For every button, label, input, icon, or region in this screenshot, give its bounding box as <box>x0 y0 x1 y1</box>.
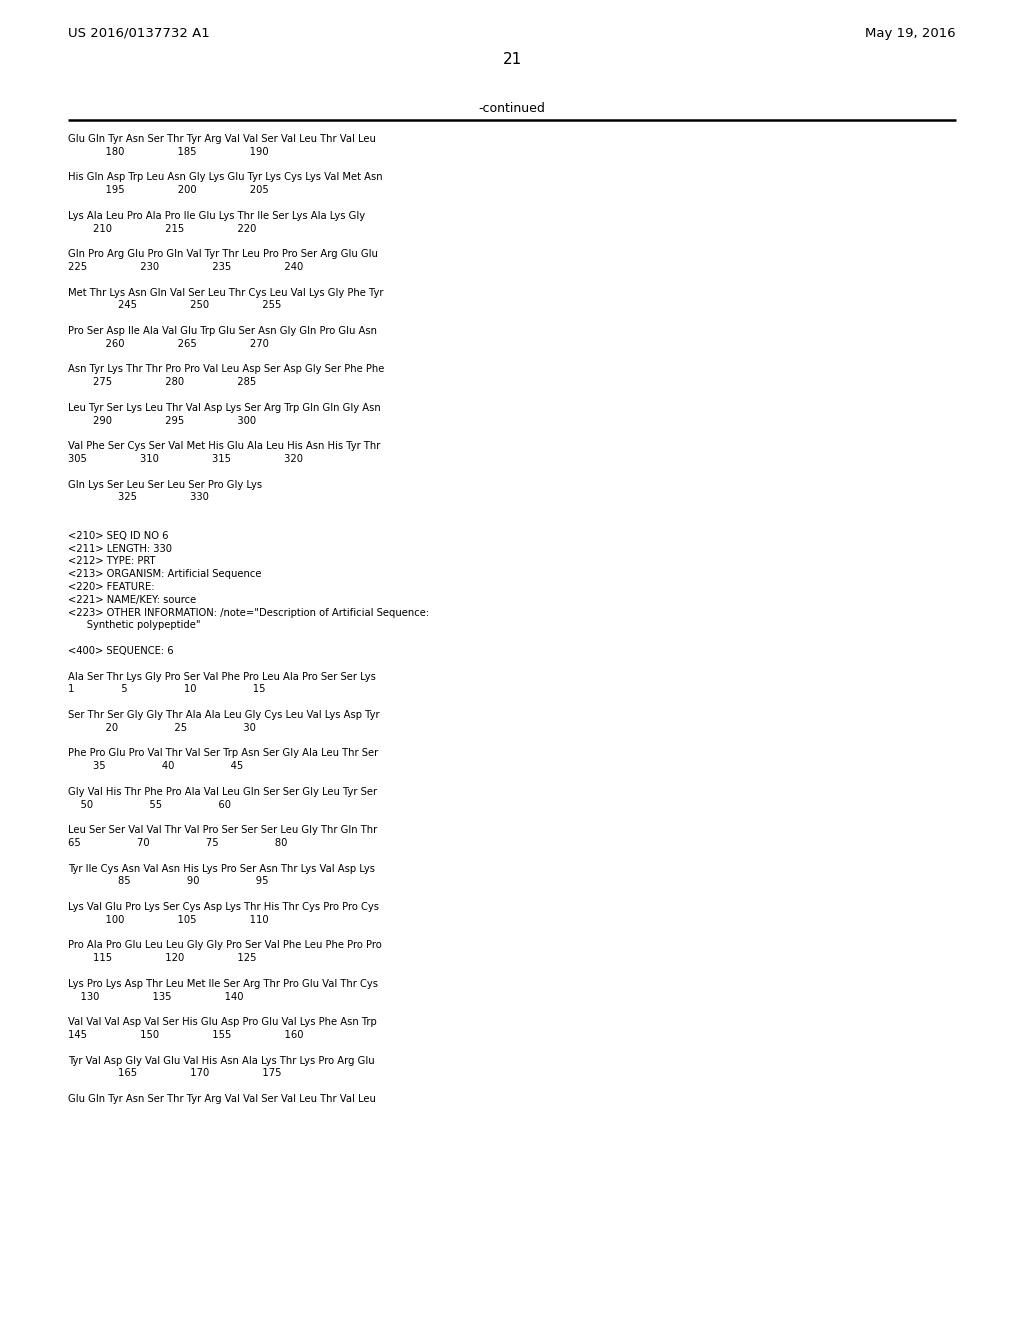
Text: Lys Val Glu Pro Lys Ser Cys Asp Lys Thr His Thr Cys Pro Pro Cys: Lys Val Glu Pro Lys Ser Cys Asp Lys Thr … <box>68 902 379 912</box>
Text: 1               5                  10                  15: 1 5 10 15 <box>68 684 265 694</box>
Text: Val Phe Ser Cys Ser Val Met His Glu Ala Leu His Asn His Tyr Thr: Val Phe Ser Cys Ser Val Met His Glu Ala … <box>68 441 380 451</box>
Text: <210> SEQ ID NO 6: <210> SEQ ID NO 6 <box>68 531 169 541</box>
Text: 275                 280                 285: 275 280 285 <box>68 378 256 387</box>
Text: <220> FEATURE:: <220> FEATURE: <box>68 582 155 591</box>
Text: 210                 215                 220: 210 215 220 <box>68 223 256 234</box>
Text: Met Thr Lys Asn Gln Val Ser Leu Thr Cys Leu Val Lys Gly Phe Tyr: Met Thr Lys Asn Gln Val Ser Leu Thr Cys … <box>68 288 384 297</box>
Text: 290                 295                 300: 290 295 300 <box>68 416 256 425</box>
Text: Pro Ala Pro Glu Leu Leu Gly Gly Pro Ser Val Phe Leu Phe Pro Pro: Pro Ala Pro Glu Leu Leu Gly Gly Pro Ser … <box>68 940 382 950</box>
Text: Gly Val His Thr Phe Pro Ala Val Leu Gln Ser Ser Gly Leu Tyr Ser: Gly Val His Thr Phe Pro Ala Val Leu Gln … <box>68 787 377 797</box>
Text: Val Val Val Asp Val Ser His Glu Asp Pro Glu Val Lys Phe Asn Trp: Val Val Val Asp Val Ser His Glu Asp Pro … <box>68 1018 377 1027</box>
Text: Ala Ser Thr Lys Gly Pro Ser Val Phe Pro Leu Ala Pro Ser Ser Lys: Ala Ser Thr Lys Gly Pro Ser Val Phe Pro … <box>68 672 376 681</box>
Text: 50                  55                  60: 50 55 60 <box>68 800 231 809</box>
Text: 180                 185                 190: 180 185 190 <box>68 147 268 157</box>
Text: Leu Tyr Ser Lys Leu Thr Val Asp Lys Ser Arg Trp Gln Gln Gly Asn: Leu Tyr Ser Lys Leu Thr Val Asp Lys Ser … <box>68 403 381 413</box>
Text: <212> TYPE: PRT: <212> TYPE: PRT <box>68 557 156 566</box>
Text: 145                 150                 155                 160: 145 150 155 160 <box>68 1030 303 1040</box>
Text: 100                 105                 110: 100 105 110 <box>68 915 268 925</box>
Text: 35                  40                  45: 35 40 45 <box>68 762 244 771</box>
Text: Tyr Val Asp Gly Val Glu Val His Asn Ala Lys Thr Lys Pro Arg Glu: Tyr Val Asp Gly Val Glu Val His Asn Ala … <box>68 1056 375 1065</box>
Text: 245                 250                 255: 245 250 255 <box>68 301 282 310</box>
Text: Lys Ala Leu Pro Ala Pro Ile Glu Lys Thr Ile Ser Lys Ala Lys Gly: Lys Ala Leu Pro Ala Pro Ile Glu Lys Thr … <box>68 211 366 220</box>
Text: 225                 230                 235                 240: 225 230 235 240 <box>68 261 303 272</box>
Text: 305                 310                 315                 320: 305 310 315 320 <box>68 454 303 465</box>
Text: 260                 265                 270: 260 265 270 <box>68 339 269 348</box>
Text: Pro Ser Asp Ile Ala Val Glu Trp Glu Ser Asn Gly Gln Pro Glu Asn: Pro Ser Asp Ile Ala Val Glu Trp Glu Ser … <box>68 326 377 337</box>
Text: Ser Thr Ser Gly Gly Thr Ala Ala Leu Gly Cys Leu Val Lys Asp Tyr: Ser Thr Ser Gly Gly Thr Ala Ala Leu Gly … <box>68 710 380 719</box>
Text: 195                 200                 205: 195 200 205 <box>68 185 268 195</box>
Text: <211> LENGTH: 330: <211> LENGTH: 330 <box>68 544 172 553</box>
Text: 165                 170                 175: 165 170 175 <box>68 1068 282 1078</box>
Text: Asn Tyr Lys Thr Thr Pro Pro Val Leu Asp Ser Asp Gly Ser Phe Phe: Asn Tyr Lys Thr Thr Pro Pro Val Leu Asp … <box>68 364 384 375</box>
Text: Glu Gln Tyr Asn Ser Thr Tyr Arg Val Val Ser Val Leu Thr Val Leu: Glu Gln Tyr Asn Ser Thr Tyr Arg Val Val … <box>68 1094 376 1104</box>
Text: Gln Pro Arg Glu Pro Gln Val Tyr Thr Leu Pro Pro Ser Arg Glu Glu: Gln Pro Arg Glu Pro Gln Val Tyr Thr Leu … <box>68 249 378 259</box>
Text: <213> ORGANISM: Artificial Sequence: <213> ORGANISM: Artificial Sequence <box>68 569 261 579</box>
Text: May 19, 2016: May 19, 2016 <box>865 26 956 40</box>
Text: Gln Lys Ser Leu Ser Leu Ser Pro Gly Lys: Gln Lys Ser Leu Ser Leu Ser Pro Gly Lys <box>68 479 262 490</box>
Text: 20                  25                  30: 20 25 30 <box>68 723 256 733</box>
Text: Synthetic polypeptide": Synthetic polypeptide" <box>68 620 201 631</box>
Text: 115                 120                 125: 115 120 125 <box>68 953 256 964</box>
Text: -continued: -continued <box>478 102 546 115</box>
Text: His Gln Asp Trp Leu Asn Gly Lys Glu Tyr Lys Cys Lys Val Met Asn: His Gln Asp Trp Leu Asn Gly Lys Glu Tyr … <box>68 173 383 182</box>
Text: Phe Pro Glu Pro Val Thr Val Ser Trp Asn Ser Gly Ala Leu Thr Ser: Phe Pro Glu Pro Val Thr Val Ser Trp Asn … <box>68 748 378 759</box>
Text: <400> SEQUENCE: 6: <400> SEQUENCE: 6 <box>68 645 174 656</box>
Text: Glu Gln Tyr Asn Ser Thr Tyr Arg Val Val Ser Val Leu Thr Val Leu: Glu Gln Tyr Asn Ser Thr Tyr Arg Val Val … <box>68 135 376 144</box>
Text: Tyr Ile Cys Asn Val Asn His Lys Pro Ser Asn Thr Lys Val Asp Lys: Tyr Ile Cys Asn Val Asn His Lys Pro Ser … <box>68 863 375 874</box>
Text: <223> OTHER INFORMATION: /note="Description of Artificial Sequence:: <223> OTHER INFORMATION: /note="Descript… <box>68 607 429 618</box>
Text: 65                  70                  75                  80: 65 70 75 80 <box>68 838 288 847</box>
Text: Leu Ser Ser Val Val Thr Val Pro Ser Ser Ser Leu Gly Thr Gln Thr: Leu Ser Ser Val Val Thr Val Pro Ser Ser … <box>68 825 377 836</box>
Text: <221> NAME/KEY: source: <221> NAME/KEY: source <box>68 595 197 605</box>
Text: 21: 21 <box>503 51 521 67</box>
Text: US 2016/0137732 A1: US 2016/0137732 A1 <box>68 26 210 40</box>
Text: Lys Pro Lys Asp Thr Leu Met Ile Ser Arg Thr Pro Glu Val Thr Cys: Lys Pro Lys Asp Thr Leu Met Ile Ser Arg … <box>68 979 378 989</box>
Text: 325                 330: 325 330 <box>68 492 209 503</box>
Text: 130                 135                 140: 130 135 140 <box>68 991 244 1002</box>
Text: 85                  90                  95: 85 90 95 <box>68 876 268 887</box>
